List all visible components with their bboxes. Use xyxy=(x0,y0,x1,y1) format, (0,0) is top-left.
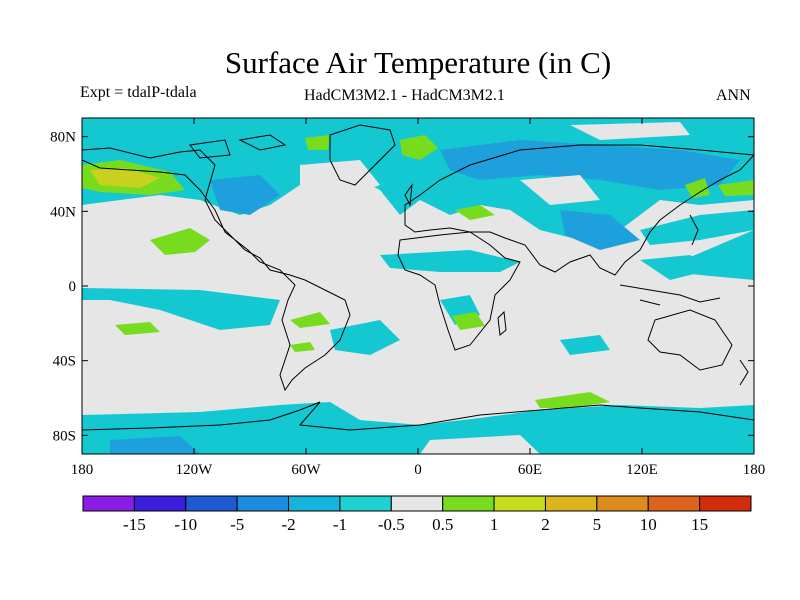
madagascar-coast xyxy=(497,310,507,336)
y-tick-label: 80N xyxy=(50,130,76,146)
colorbar-swatch xyxy=(493,495,546,512)
antarctic-neutral-patch xyxy=(420,435,540,454)
antarctic-blue-patch xyxy=(110,436,200,454)
europe-green-patch xyxy=(455,205,495,220)
colorbar-swatch xyxy=(185,495,238,512)
pacific-green-patch xyxy=(150,228,210,255)
colorbar-label: 5 xyxy=(593,515,602,534)
x-tick-label: 0 xyxy=(414,462,422,478)
equatorial-pacific-cyan xyxy=(82,288,280,330)
y-tick-label: 40S xyxy=(53,354,76,370)
map-title: Surface Air Temperature (in C) xyxy=(224,45,612,80)
australia-coast xyxy=(647,309,733,371)
indonesia-islands xyxy=(619,284,721,306)
new-zealand-coast xyxy=(739,359,749,386)
axis-ticks: 80N 40N 0 40S 80S 180 120W 60W 0 60E 120E 180 xyxy=(50,118,765,478)
colorbar-label: -5 xyxy=(230,515,244,534)
colorbar-swatch xyxy=(339,495,392,512)
colorbar-label: 0.5 xyxy=(432,515,453,534)
arctic-blue-patch xyxy=(440,140,740,190)
colorbar-label: -15 xyxy=(123,515,146,534)
indian-ocean-cyan xyxy=(560,335,610,355)
asia-green-patch xyxy=(685,178,710,198)
colorbar-label: 2 xyxy=(541,515,550,534)
x-tick-label: 180 xyxy=(743,462,766,478)
uk-coast xyxy=(404,183,413,207)
y-tick-label: 0 xyxy=(69,279,77,295)
colorbar-swatch xyxy=(647,495,701,512)
y-tick-label: 40N xyxy=(50,204,76,220)
colorbar-label: 1 xyxy=(490,515,499,534)
south-indian-cyan xyxy=(640,255,710,280)
south-america-green-patch xyxy=(290,342,315,352)
siberia-neutral-patch xyxy=(520,175,600,205)
south-pacific-green xyxy=(115,322,160,335)
alaska-yellow-patch xyxy=(90,168,160,188)
season-label: ANN xyxy=(716,87,751,104)
coastlines xyxy=(82,124,754,431)
colorbar-swatch xyxy=(236,495,290,512)
atlantic-cyan xyxy=(380,250,520,272)
arctic-neutral-patch xyxy=(570,122,690,140)
x-tick-label: 180 xyxy=(71,462,94,478)
south-africa-green-patch xyxy=(452,312,485,330)
colorbar-swatch xyxy=(133,495,187,512)
east-asia-green-patch xyxy=(718,180,754,196)
colorbar-swatch xyxy=(82,495,135,512)
experiment-label: Expt = tdalP-tdala xyxy=(80,84,197,101)
colorbar: -15 -10 -5 -2 -1 -0.5 0.5 1 2 5 10 15 xyxy=(82,495,752,534)
south-atlantic-cyan xyxy=(330,320,400,355)
colorbar-label: 15 xyxy=(691,515,708,534)
colorbar-label: -1 xyxy=(333,515,347,534)
temperature-anomaly-field xyxy=(82,118,754,454)
eurasia-coast xyxy=(404,144,754,276)
x-tick-label: 120E xyxy=(626,462,658,478)
arctic-islands xyxy=(189,134,287,159)
greenland-coast xyxy=(329,124,396,186)
antarctic-cyan-band xyxy=(82,402,754,454)
brazil-green-patch xyxy=(290,312,330,328)
y-tick-label: 80S xyxy=(53,428,76,444)
colorbar-label: 10 xyxy=(640,515,657,534)
x-tick-label: 60W xyxy=(291,462,321,478)
colorbar-label: -2 xyxy=(281,515,295,534)
africa-coast xyxy=(397,231,521,351)
arctic-green-patch xyxy=(305,135,330,150)
colorbar-swatch xyxy=(288,495,341,512)
japan-coast xyxy=(689,214,699,246)
colorbar-label: -0.5 xyxy=(378,515,405,534)
colorbar-swatch xyxy=(544,495,598,512)
colorbar-swatch xyxy=(442,495,495,512)
colorbar-label: -10 xyxy=(174,515,197,534)
colorbar-swatch xyxy=(596,495,649,512)
greenland-green-patch xyxy=(400,135,438,160)
north-america-coast xyxy=(82,147,351,392)
model-label: HadCM3M2.1 - HadCM3M2.1 xyxy=(304,87,505,104)
antarctica-coast xyxy=(82,401,754,431)
x-tick-label: 60E xyxy=(518,462,542,478)
america-blue-patch xyxy=(210,175,280,215)
colorbar-swatch xyxy=(699,495,752,512)
colorbar-swatch xyxy=(390,495,444,512)
x-tick-label: 120W xyxy=(176,462,214,478)
southern-ocean-green-patch xyxy=(535,392,610,408)
asia-blue-patch xyxy=(560,210,640,250)
